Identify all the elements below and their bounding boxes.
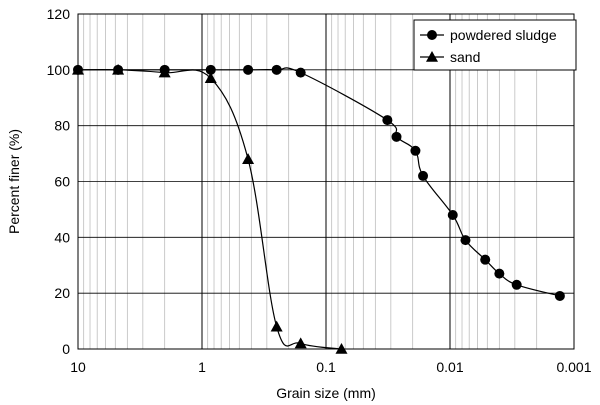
y-tick-label: 20	[54, 285, 70, 301]
data-point-triangle	[242, 153, 255, 164]
y-tick-label: 40	[54, 229, 70, 245]
series-powdered-sludge	[73, 64, 565, 301]
data-point-circle	[391, 131, 402, 142]
tick-label-layer: 0 20 40 60 80 100 120 10 1 0.1 0.01 0.001	[47, 6, 592, 375]
legend-marker	[426, 51, 438, 62]
legend-entry: powdered sludge	[420, 27, 557, 43]
data-point-circle	[511, 279, 522, 290]
legend-marker	[427, 30, 437, 40]
x-axis-title: Grain size (mm)	[276, 385, 376, 401]
data-point-circle	[243, 64, 254, 75]
x-tick-label: 1	[198, 359, 206, 375]
x-tick-label: 0.001	[556, 359, 591, 375]
data-point-triangle	[335, 343, 348, 354]
data-point-circle	[205, 64, 216, 75]
x-tick-label: 10	[70, 359, 86, 375]
data-point-circle	[295, 67, 306, 78]
legend-entry: sand	[420, 49, 480, 65]
series-line	[77, 69, 342, 350]
x-tick-label: 0.01	[436, 359, 463, 375]
data-point-triangle	[204, 72, 217, 84]
data-point-triangle	[72, 63, 84, 75]
y-tick-label: 100	[47, 62, 71, 78]
plot-frame	[77, 13, 575, 350]
y-axis-title: Percent finer (%)	[6, 129, 22, 234]
data-point-circle	[447, 210, 458, 220]
x-tick-label: 0.1	[316, 359, 336, 375]
data-point-triangle	[112, 63, 125, 75]
data-point-circle	[382, 115, 393, 126]
data-point-circle	[494, 268, 505, 279]
data-point-circle	[480, 254, 491, 265]
data-point-triangle	[294, 337, 307, 349]
data-point-circle	[410, 145, 421, 156]
y-tick-label: 0	[62, 341, 70, 357]
data-point-circle	[460, 235, 471, 246]
series-layer	[72, 63, 565, 354]
y-tick-label: 80	[54, 118, 70, 134]
legend: powdered sludge sand	[413, 19, 577, 71]
data-point-triangle	[270, 320, 283, 332]
data-point-circle	[418, 170, 429, 181]
legend-label: powdered sludge	[450, 27, 557, 43]
legend-label: sand	[450, 49, 480, 65]
data-point-circle	[271, 64, 282, 75]
data-point-circle	[554, 290, 565, 301]
legend-box	[413, 19, 577, 71]
legend-items: powdered sludge sand	[420, 27, 557, 65]
y-tick-label: 60	[54, 174, 70, 190]
y-tick-label: 120	[47, 6, 71, 22]
data-point-triangle	[158, 66, 171, 78]
series-sand	[72, 63, 348, 354]
